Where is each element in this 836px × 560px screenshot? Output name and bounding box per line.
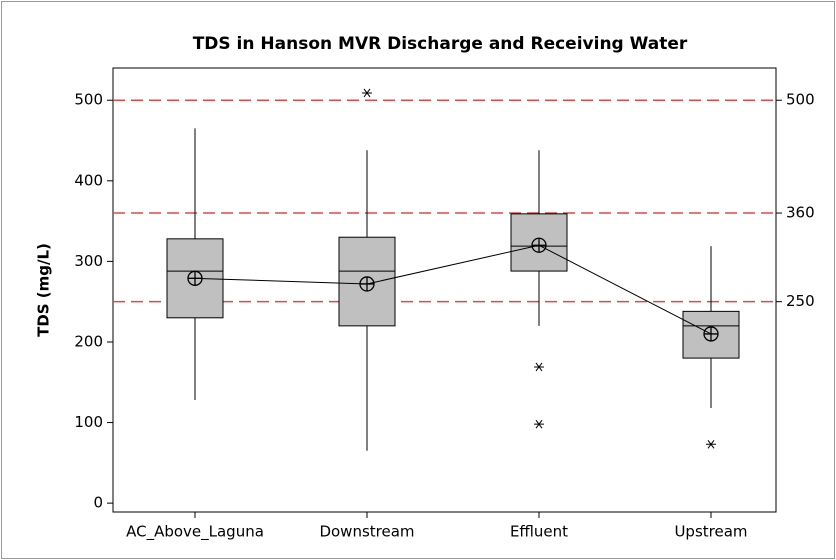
reference-label: 250 [786, 292, 815, 310]
mean-symbol [359, 276, 375, 292]
reference-label: 360 [786, 204, 815, 222]
x-tick-label: Downstream [319, 523, 414, 541]
outlier [534, 362, 544, 372]
reference-label: 500 [786, 91, 815, 109]
y-tick-label: 100 [74, 413, 103, 431]
x-tick-label: AC_Above_Laguna [126, 523, 264, 542]
y-tick-label: 400 [74, 171, 103, 189]
y-tick-label: 300 [74, 252, 103, 270]
x-tick-label: Effluent [510, 523, 568, 541]
chart-title: TDS in Hanson MVR Discharge and Receivin… [193, 34, 688, 54]
mean-line [194, 244, 712, 335]
y-axis-label: TDS (mg/L) [35, 243, 53, 337]
outlier [362, 88, 372, 98]
mean-symbol [187, 270, 203, 286]
mean-symbol [531, 237, 547, 253]
outlier [534, 419, 544, 429]
mean-symbol [703, 326, 719, 342]
outlier [706, 440, 716, 449]
y-tick-label: 500 [74, 91, 103, 109]
y-tick-label: 0 [93, 494, 103, 512]
x-tick-label: Upstream [674, 523, 747, 541]
y-tick-label: 200 [74, 332, 103, 350]
